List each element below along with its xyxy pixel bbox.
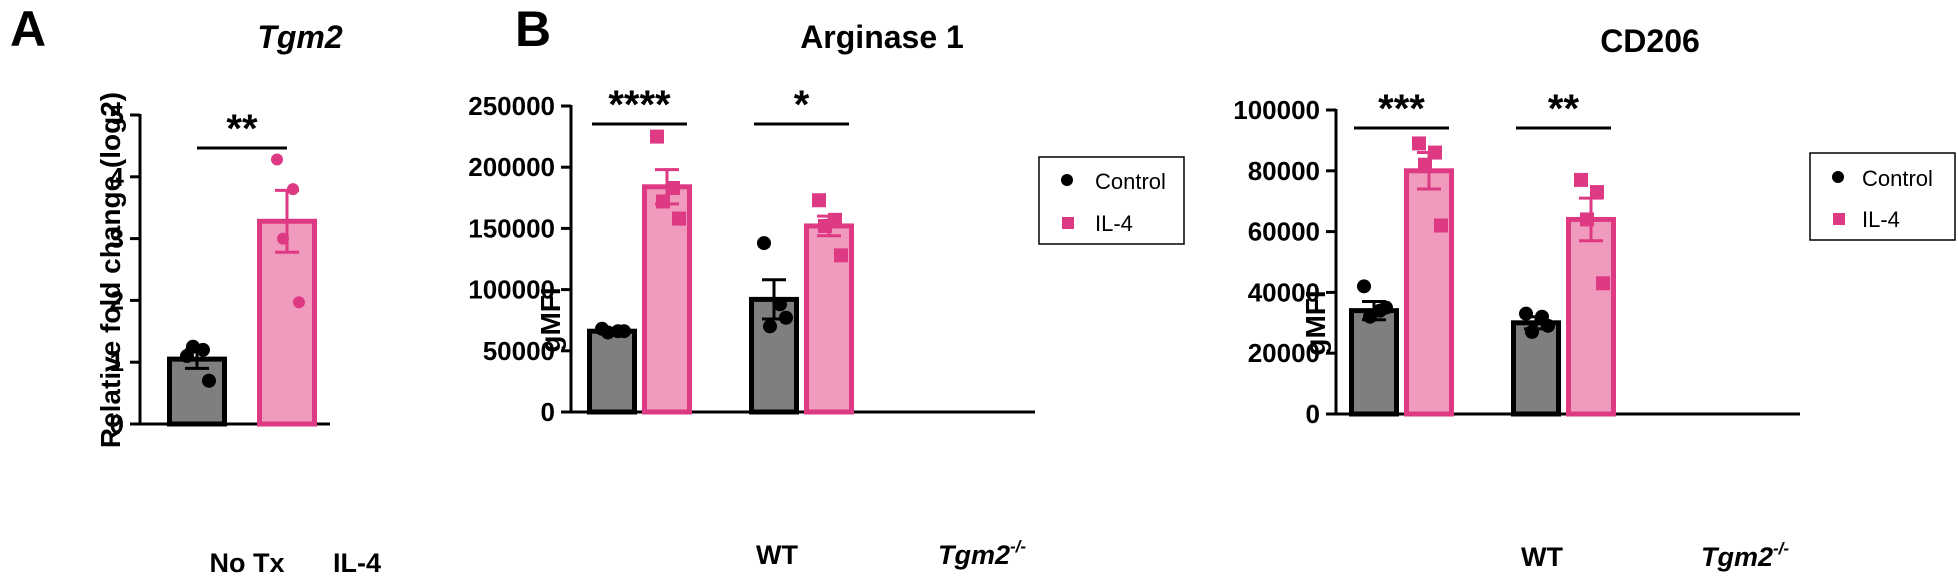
legend-frame bbox=[1038, 156, 1185, 245]
data-point-il4 bbox=[666, 181, 680, 196]
legend-il4-marker bbox=[1062, 217, 1074, 229]
y-tick-label: 0 bbox=[1306, 399, 1320, 429]
panel-a-ylabel: Relative fold change (log2) bbox=[95, 92, 126, 448]
y-tick-label: 3 bbox=[110, 224, 124, 254]
legend-control-label: Control bbox=[1095, 169, 1166, 194]
y-tick-label: 2 bbox=[110, 285, 124, 315]
panel-c-xtick-tgm2: Tgm2-/- bbox=[1701, 539, 1789, 572]
y-tick-label: 100000 bbox=[468, 275, 555, 305]
data-point-il4 bbox=[1434, 218, 1448, 233]
panel-c-title: CD206 bbox=[1600, 23, 1700, 59]
data-point-il4 bbox=[672, 211, 686, 226]
data-point-il4 bbox=[1412, 136, 1426, 151]
panel-b-ylabel: gMFI bbox=[535, 287, 566, 352]
panel-letter-b: B bbox=[515, 1, 551, 57]
data-point-control bbox=[1519, 306, 1533, 321]
data-point-control bbox=[757, 236, 771, 251]
bar-il4 bbox=[1404, 168, 1454, 417]
data-point-il4 bbox=[293, 296, 305, 309]
legend-il4-label: IL-4 bbox=[1862, 207, 1900, 232]
data-point-il4 bbox=[287, 183, 299, 196]
data-point-control bbox=[202, 373, 216, 388]
panel-a-plot: 0 1 2 3 4 5 ** bbox=[110, 100, 330, 439]
data-point-il4 bbox=[1580, 212, 1594, 227]
data-point-control bbox=[773, 297, 787, 312]
bar-control bbox=[587, 328, 637, 415]
data-point-control bbox=[186, 339, 200, 354]
y-tick-label: 1 bbox=[110, 347, 124, 377]
y-tick-label: 0 bbox=[541, 397, 555, 427]
y-tick-label: 100000 bbox=[1233, 95, 1320, 125]
significance-label: *** bbox=[1378, 87, 1425, 131]
panel-a-xtick-notx: No Tx bbox=[209, 548, 284, 578]
panel-b-xtick-tgm2-base: Tgm2 bbox=[938, 540, 1010, 570]
bar-control bbox=[1349, 308, 1399, 417]
panel-b-xtick-wt: WT bbox=[756, 540, 798, 570]
legend-frame bbox=[1809, 152, 1956, 241]
data-point-il4 bbox=[271, 153, 283, 166]
data-point-il4 bbox=[277, 232, 289, 245]
data-point-il4 bbox=[1596, 276, 1610, 291]
panel-c-xtick-wt: WT bbox=[1521, 542, 1563, 572]
y-tick-label: 40000 bbox=[1248, 277, 1320, 307]
data-point-control bbox=[1363, 309, 1377, 324]
y-tick-label: 4 bbox=[110, 162, 125, 192]
panel-c-xtick-tgm2-base: Tgm2 bbox=[1701, 542, 1773, 572]
panel-c-legend: Control IL-4 bbox=[1809, 152, 1956, 241]
legend-control-marker bbox=[1061, 174, 1073, 186]
data-point-control bbox=[1357, 279, 1371, 294]
data-point-control bbox=[763, 319, 777, 334]
data-point-il4 bbox=[650, 129, 664, 144]
y-tick-label: 80000 bbox=[1248, 156, 1320, 186]
y-tick-label: 60000 bbox=[1248, 217, 1320, 247]
panel-letter-a: A bbox=[10, 1, 46, 57]
significance-label: * bbox=[794, 83, 810, 127]
data-point-il4 bbox=[818, 218, 832, 233]
legend-il4-label: IL-4 bbox=[1095, 211, 1133, 236]
panel-b-xtick-tgm2: Tgm2-/- bbox=[938, 537, 1026, 570]
legend-control-marker bbox=[1832, 171, 1844, 183]
bar-il4 bbox=[1566, 216, 1616, 417]
y-tick-label: 20000 bbox=[1248, 338, 1320, 368]
data-point-control bbox=[601, 325, 615, 340]
y-tick-label: 200000 bbox=[468, 152, 555, 182]
panel-a-title: Tgm2 bbox=[257, 19, 343, 55]
data-point-il4 bbox=[834, 248, 848, 263]
data-point-control bbox=[1541, 318, 1555, 333]
significance-label: **** bbox=[608, 83, 671, 127]
data-point-il4 bbox=[1428, 145, 1442, 160]
legend-il4-marker bbox=[1833, 213, 1845, 225]
data-point-control bbox=[779, 310, 793, 325]
panel-c-ylabel: gMFI bbox=[1300, 290, 1331, 355]
data-point-il4 bbox=[1418, 157, 1432, 172]
data-point-control bbox=[617, 324, 631, 339]
panel-b-legend: Control IL-4 bbox=[1038, 156, 1185, 245]
data-point-il4 bbox=[812, 193, 826, 208]
significance-label: ** bbox=[226, 107, 258, 151]
panel-c-xtick-tgm2-sup: -/- bbox=[1773, 539, 1789, 558]
legend-control-label: Control bbox=[1862, 166, 1933, 191]
panel-a-xtick-il4: IL-4 bbox=[333, 548, 381, 578]
y-tick-label: 0 bbox=[110, 409, 124, 439]
panel-b-xtick-tgm2-sup: -/- bbox=[1010, 537, 1026, 556]
data-point-il4 bbox=[1574, 172, 1588, 187]
data-point-control bbox=[1525, 324, 1539, 339]
y-tick-label: 250000 bbox=[468, 91, 555, 121]
y-tick-label: 150000 bbox=[468, 213, 555, 243]
data-point-control bbox=[1379, 300, 1393, 315]
panel-b-title: Arginase 1 bbox=[800, 19, 964, 55]
y-tick-label: 50000 bbox=[483, 336, 555, 366]
significance-label: ** bbox=[1548, 87, 1580, 131]
data-point-il4 bbox=[656, 194, 670, 209]
y-tick-label: 5 bbox=[110, 100, 124, 130]
data-point-il4 bbox=[1590, 185, 1604, 200]
